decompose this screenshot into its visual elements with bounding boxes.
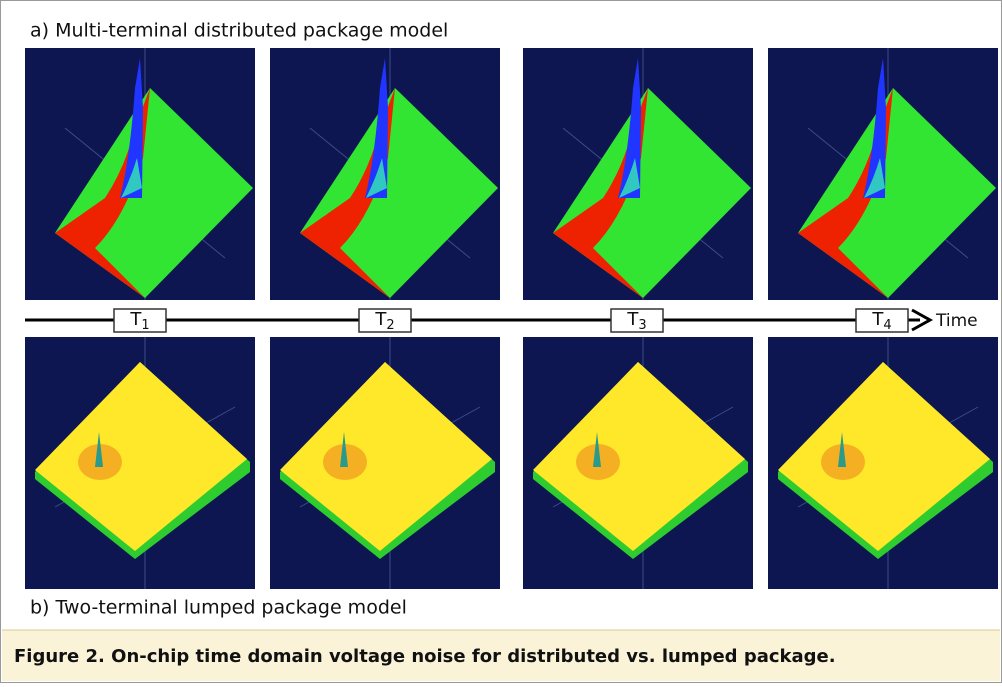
panel-b-title: b) Two-terminal lumped package model: [30, 597, 407, 619]
tick-sub: 3: [638, 318, 646, 333]
tick-sub: 1: [141, 318, 149, 333]
caption: Figure 2. On-chip time domain voltage no…: [14, 646, 836, 667]
tick-sub: 2: [386, 318, 394, 333]
panel-a-title: a) Multi-terminal distributed package mo…: [30, 20, 448, 42]
figure: a) Multi-terminal distributed package mo…: [0, 0, 1002, 683]
time-label: Time: [935, 311, 978, 331]
tick-sub: 4: [883, 318, 891, 333]
